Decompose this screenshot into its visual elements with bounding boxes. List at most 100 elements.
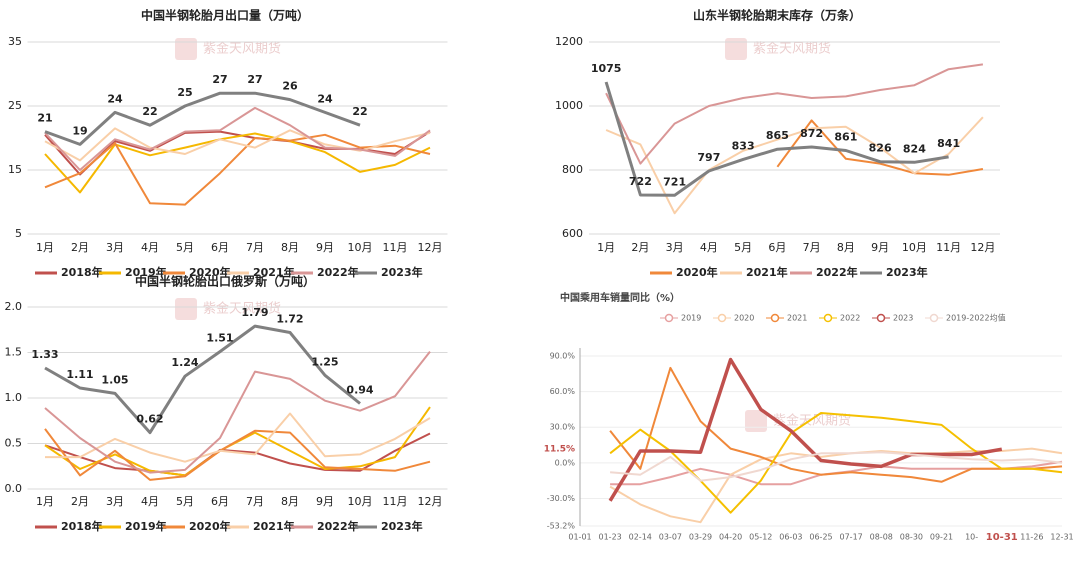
data-label: 22 <box>142 105 157 118</box>
series-line <box>605 63 984 165</box>
x-tick-label: 7月 <box>246 495 264 508</box>
series-line <box>604 81 949 197</box>
legend-label: 2022年 <box>816 265 858 279</box>
y-tick-label: 0.5 <box>5 437 23 450</box>
x-tick-label: 07-17 <box>840 533 863 542</box>
y-tick-label: 30.0% <box>550 423 576 432</box>
series-line <box>605 116 984 215</box>
legend-label: 2019年 <box>125 519 167 533</box>
watermark-stamp <box>725 38 747 60</box>
series-line <box>44 127 431 162</box>
data-label: 25 <box>177 86 192 99</box>
legend-swatch-dot <box>823 313 833 323</box>
y-tick-label: 600 <box>562 227 583 240</box>
y-tick-label: 90.0% <box>550 352 576 361</box>
series-line <box>610 451 1063 482</box>
x-tick-label: 01-23 <box>599 533 622 542</box>
x-tick-label: 4月 <box>141 495 159 508</box>
data-label: 797 <box>697 151 720 164</box>
x-tick-label: 10-31 <box>986 532 1018 543</box>
y-tick-label: -30.0% <box>547 494 576 503</box>
series-line <box>44 428 431 481</box>
x-tick-label: 1月 <box>36 241 54 254</box>
data-label: 22 <box>352 105 367 118</box>
data-label: 24 <box>317 92 333 105</box>
chart-title: 山东半钢轮胎期末库存（万条） <box>693 8 861 23</box>
x-tick-label: 03-07 <box>659 533 682 542</box>
data-label: 1.05 <box>101 373 128 386</box>
data-label: 872 <box>800 127 823 140</box>
legend-label: 2020 <box>734 314 754 323</box>
legend-label: 2022 <box>840 314 860 323</box>
watermark-stamp <box>175 38 197 60</box>
y-tick-label: 5 <box>15 227 22 240</box>
legend-label: 2018年 <box>61 519 103 533</box>
watermark: 紫金天风期货 <box>753 41 831 57</box>
x-tick-label: 9月 <box>871 241 889 254</box>
series-line <box>44 432 431 477</box>
x-tick-label: 6月 <box>768 241 786 254</box>
x-tick-label: 8月 <box>281 241 299 254</box>
series-line <box>609 366 1063 483</box>
legend-label: 2021年 <box>253 265 295 279</box>
data-label: 1.11 <box>66 368 93 381</box>
legend-label: 2018年 <box>61 265 103 279</box>
x-tick-label: 8月 <box>281 495 299 508</box>
legend-label: 2021 <box>787 314 807 323</box>
x-tick-label: 6月 <box>211 241 229 254</box>
y-tick-label: 1200 <box>555 35 583 48</box>
series-line <box>44 350 431 474</box>
x-tick-label: 9月 <box>316 495 334 508</box>
chart-title: 中国乘用车销量同比（%） <box>560 291 680 304</box>
data-label: 27 <box>247 73 262 86</box>
legend-swatch-dot <box>770 313 780 323</box>
data-label: 826 <box>869 142 892 155</box>
legend-swatch-dot <box>717 313 727 323</box>
data-label: 861 <box>834 130 857 143</box>
legend-label: 2019年 <box>125 265 167 279</box>
legend-swatch-dot <box>929 313 939 323</box>
x-tick-label: 2月 <box>71 241 89 254</box>
y-tick-label: 1.5 <box>5 346 23 359</box>
series-line <box>44 132 431 194</box>
x-tick-label: 03-29 <box>689 533 712 542</box>
legend-label: 2023 <box>893 314 913 323</box>
series-line <box>44 91 361 146</box>
series-line <box>45 412 431 463</box>
x-tick-label: 5月 <box>176 241 194 254</box>
legend-label: 2019-2022均值 <box>946 313 1006 323</box>
data-label: 19 <box>72 124 87 137</box>
y-tick-label: 800 <box>562 163 583 176</box>
data-label: 841 <box>937 137 960 150</box>
x-tick-label: 05-12 <box>749 533 772 542</box>
series-line <box>608 357 1003 502</box>
data-label: 722 <box>629 175 652 188</box>
legend-label: 2023年 <box>381 519 423 533</box>
watermark: 紫金天风期货 <box>773 413 851 429</box>
x-tick-label: 08-08 <box>870 533 893 542</box>
x-tick-label: 3月 <box>666 241 684 254</box>
x-tick-label: 1月 <box>36 495 54 508</box>
series-line <box>44 324 361 435</box>
series-line <box>44 106 431 171</box>
legend-label: 2019 <box>681 314 701 323</box>
x-tick-label: 6月 <box>211 495 229 508</box>
legend-label: 2022年 <box>317 265 359 279</box>
x-tick-label: 2月 <box>71 495 89 508</box>
y-tick-label: 35 <box>8 35 22 48</box>
data-label: 833 <box>732 139 755 152</box>
x-tick-label: 04-20 <box>719 533 742 542</box>
chart-title: 中国半钢轮胎出口俄罗斯（万吨） <box>135 274 315 289</box>
x-tick-label: 9月 <box>316 241 334 254</box>
x-tick-label: 11月 <box>383 241 408 254</box>
x-tick-label: 8月 <box>837 241 855 254</box>
data-label: 27 <box>212 73 227 86</box>
x-tick-label: 12-31 <box>1050 533 1073 542</box>
x-tick-label: 10月 <box>348 495 373 508</box>
data-label: 1.79 <box>241 306 268 319</box>
data-label: 1075 <box>591 62 622 75</box>
watermark: 紫金天风期货 <box>203 301 281 317</box>
x-tick-label: 7月 <box>246 241 264 254</box>
legend-label: 2020年 <box>676 265 718 279</box>
